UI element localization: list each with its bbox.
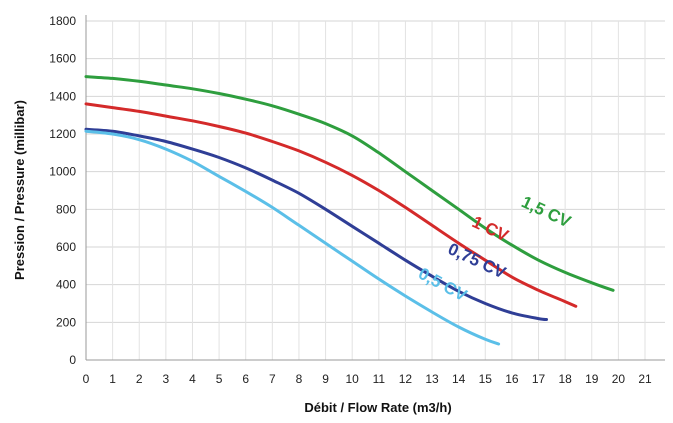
y-tick-label: 1200: [49, 127, 76, 141]
x-tick-label: 1: [109, 372, 116, 386]
x-tick-label: 18: [558, 372, 572, 386]
y-tick-label: 800: [56, 202, 76, 216]
series-group: [84, 75, 615, 346]
x-tick-label: 3: [163, 372, 170, 386]
x-tick-label: 9: [322, 372, 329, 386]
y-tick-label: 200: [56, 315, 76, 329]
y-tick-label: 400: [56, 278, 76, 292]
x-tick-label: 2: [136, 372, 143, 386]
series-label-3: 0,5 CV: [415, 264, 470, 305]
series-line-0: [84, 75, 615, 292]
x-tick-label: 20: [612, 372, 626, 386]
series-line-2: [84, 127, 548, 321]
y-tick-label: 1800: [49, 14, 76, 28]
x-tick-label: 10: [346, 372, 360, 386]
x-axis-title: Débit / Flow Rate (m3/h): [304, 400, 451, 415]
y-tick-label: 1000: [49, 165, 76, 179]
series-line-3: [84, 129, 501, 346]
x-tick-label: 11: [373, 372, 386, 386]
x-tick-label: 7: [269, 372, 276, 386]
x-tick-label: 17: [532, 372, 546, 386]
x-tick-label: 15: [479, 372, 493, 386]
y-tick-label: 600: [56, 240, 76, 254]
x-tick-label: 4: [189, 372, 196, 386]
x-tick-label: 12: [399, 372, 413, 386]
x-tick-label: 8: [296, 372, 303, 386]
x-tick-label: 21: [638, 372, 652, 386]
series-label-1: 1 CV: [469, 212, 512, 245]
series-line-1: [84, 102, 578, 308]
y-axis-title: Pression / Pressure (millibar): [12, 100, 27, 280]
x-tick-label: 19: [585, 372, 599, 386]
x-tick-label: 13: [425, 372, 439, 386]
series-label-2: 0,75 CV: [445, 239, 509, 282]
grid: [85, 20, 665, 361]
x-tick-label: 6: [242, 372, 249, 386]
y-tick-label: 1400: [49, 89, 76, 103]
x-tick-label: 16: [505, 372, 519, 386]
x-tick-label: 5: [216, 372, 223, 386]
y-tick-label: 0: [69, 353, 76, 367]
x-tick-label: 14: [452, 372, 466, 386]
x-tick-label: 0: [83, 372, 90, 386]
series-label-0: 1,5 CV: [519, 192, 575, 231]
y-tick-label: 1600: [49, 52, 76, 66]
